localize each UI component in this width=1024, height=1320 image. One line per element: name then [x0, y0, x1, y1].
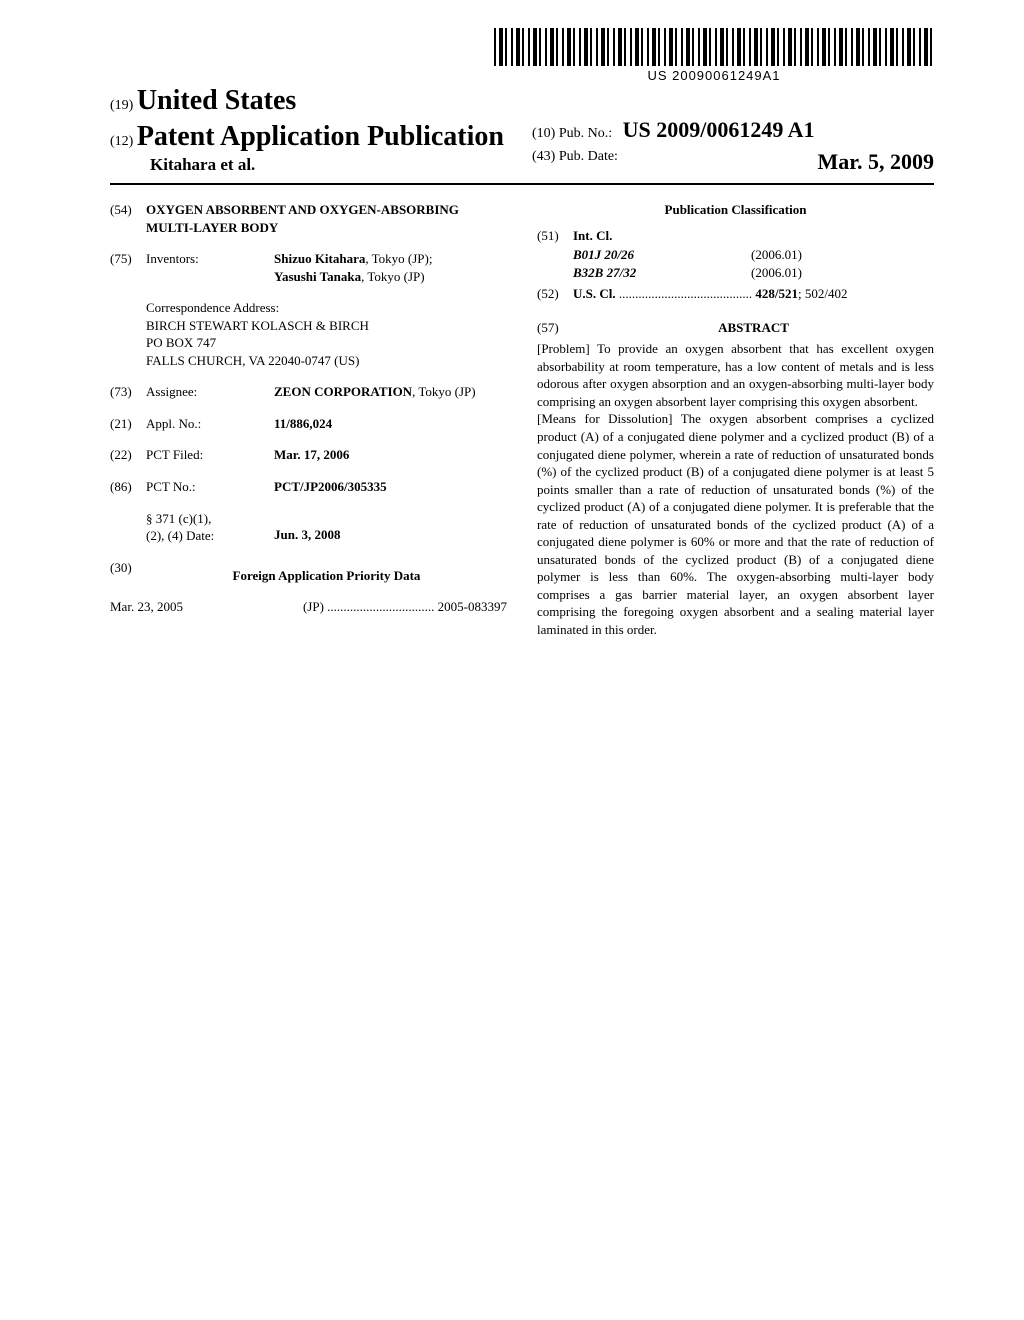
correspondence-block: Correspondence Address: BIRCH STEWART KO…: [146, 299, 507, 369]
s371-value: Jun. 3, 2008: [274, 510, 507, 545]
priority-dots: .................................: [327, 599, 434, 614]
priority-row: Mar. 23, 2005 (JP) .....................…: [110, 598, 507, 616]
inventor-2-loc: , Tokyo (JP): [361, 269, 425, 284]
barcode-graphic: [494, 28, 934, 66]
left-column: (54) OXYGEN ABSORBENT AND OXYGEN-ABSORBI…: [110, 201, 507, 639]
correspondence-label: Correspondence Address:: [146, 299, 507, 317]
abstract-heading: ABSTRACT: [573, 319, 934, 337]
priority-country: (JP): [303, 599, 324, 614]
inventors-label: Inventors:: [146, 250, 274, 285]
uscl-primary: 428/521: [755, 286, 798, 301]
assignee-label: Assignee:: [146, 383, 274, 401]
code-43: (43): [532, 149, 555, 164]
assignee-loc: , Tokyo (JP): [412, 384, 476, 399]
code-57: (57): [537, 319, 573, 337]
header-divider: [110, 183, 934, 185]
header: (19) United States (12) Patent Applicati…: [110, 85, 934, 175]
pub-classification-heading: Publication Classification: [537, 201, 934, 219]
pubdate-label: Pub. Date:: [559, 149, 618, 164]
code-19: (19): [110, 98, 133, 113]
correspondence-line2: PO BOX 747: [146, 334, 507, 352]
uscl-label: U.S. Cl.: [573, 286, 616, 301]
s371-label: § 371 (c)(1), (2), (4) Date:: [146, 510, 274, 545]
intcl-2-code: B32B 27/32: [573, 264, 701, 282]
correspondence-line3: FALLS CHURCH, VA 22040-0747 (US): [146, 352, 507, 370]
priority-number: 2005-083397: [438, 599, 507, 614]
code-86: (86): [110, 478, 146, 496]
intcl-1-code: B01J 20/26: [573, 246, 701, 264]
pctfiled-label: PCT Filed:: [146, 446, 274, 464]
pctfiled-value: Mar. 17, 2006: [274, 446, 507, 464]
author-line: Kitahara et al.: [150, 155, 512, 175]
code-10: (10): [532, 126, 555, 141]
abstract-paragraph-1: [Problem] To provide an oxygen absorbent…: [537, 340, 934, 410]
code-21: (21): [110, 415, 146, 433]
pubno-label: Pub. No.:: [559, 126, 612, 141]
inventor-1-name: Shizuo Kitahara: [274, 251, 365, 266]
intcl-label: Int. Cl.: [573, 227, 612, 245]
code-73: (73): [110, 383, 146, 401]
code-51: (51): [537, 227, 573, 245]
code-52: (52): [537, 285, 573, 303]
pubdate-value: Mar. 5, 2009: [817, 149, 934, 175]
publication-type: Patent Application Publication: [137, 121, 504, 152]
barcode-region: US 20090061249A1: [494, 28, 934, 83]
inventors-value: Shizuo Kitahara, Tokyo (JP); Yasushi Tan…: [274, 250, 507, 285]
uscl-dots: ........................................…: [619, 285, 752, 303]
priority-date: Mar. 23, 2005: [110, 598, 183, 616]
abstract-paragraph-2: [Means for Dissolution] The oxygen absor…: [537, 410, 934, 638]
code-30: (30): [110, 559, 146, 593]
barcode-number: US 20090061249A1: [494, 68, 934, 83]
applno-value: 11/886,024: [274, 415, 507, 433]
uscl-secondary: ; 502/402: [798, 286, 847, 301]
code-12: (12): [110, 134, 133, 149]
foreign-priority-heading: Foreign Application Priority Data: [146, 567, 507, 585]
intcl-1-year: (2006.01): [751, 246, 802, 264]
applno-label: Appl. No.:: [146, 415, 274, 433]
intcl-2-year: (2006.01): [751, 264, 802, 282]
patent-title: OXYGEN ABSORBENT AND OXYGEN-ABSORBING MU…: [146, 201, 507, 236]
code-75: (75): [110, 250, 146, 285]
correspondence-line1: BIRCH STEWART KOLASCH & BIRCH: [146, 317, 507, 335]
inventor-2-name: Yasushi Tanaka: [274, 269, 361, 284]
blank-code: [110, 510, 146, 545]
pubno-value: US 2009/0061249 A1: [623, 117, 815, 142]
pctno-value: PCT/JP2006/305335: [274, 478, 507, 496]
assignee-value: ZEON CORPORATION, Tokyo (JP): [274, 383, 507, 401]
country-name: United States: [137, 85, 296, 116]
inventor-1-loc: , Tokyo (JP);: [365, 251, 432, 266]
code-22: (22): [110, 446, 146, 464]
right-column: Publication Classification (51) Int. Cl.…: [537, 201, 934, 639]
code-54: (54): [110, 201, 146, 236]
pctno-label: PCT No.:: [146, 478, 274, 496]
assignee-name: ZEON CORPORATION: [274, 384, 412, 399]
